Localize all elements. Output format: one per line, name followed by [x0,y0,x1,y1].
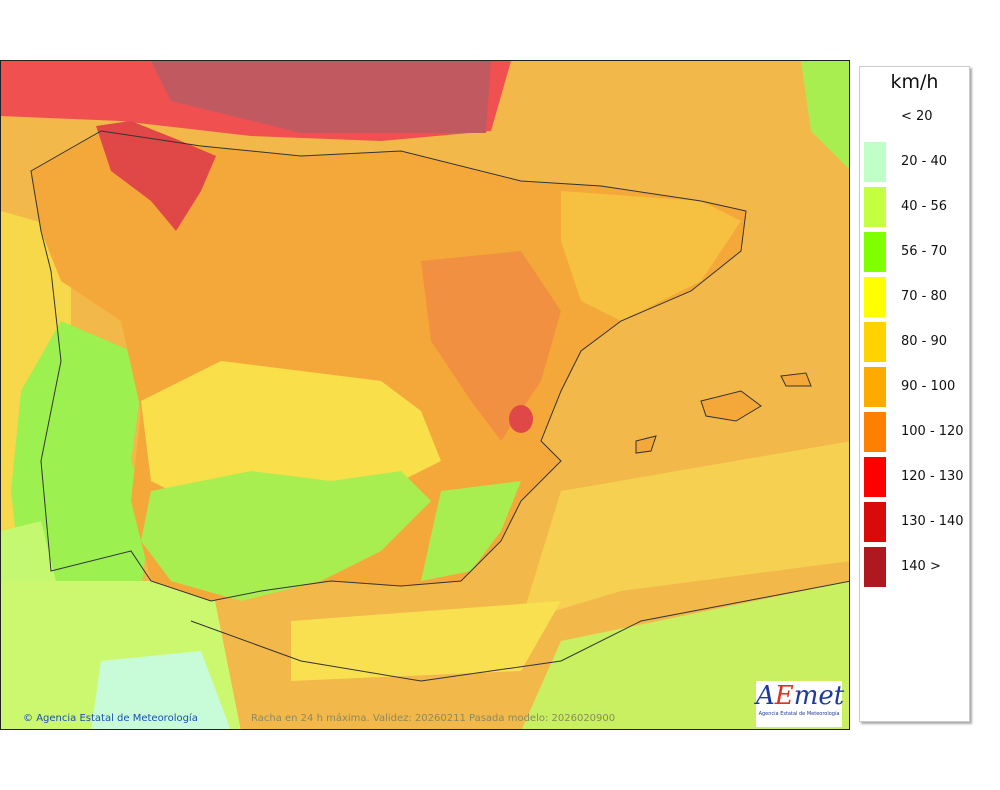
legend: km/h < 20 20 - 40 40 - 56 56 - 70 70 - 80 80 … [859,66,970,722]
legend-swatch [864,367,886,407]
africa-coast [190,580,849,682]
gust-zone-20-40 [91,651,231,729]
legend-swatch [864,277,886,317]
legend-item: 130 - 140 [864,502,964,542]
legend-label: 56 - 70 [901,244,948,259]
map-canvas [1,61,849,729]
legend-item: 56 - 70 [864,232,964,272]
legend-label: 120 - 130 [901,469,964,484]
legend-item: 70 - 80 [864,277,964,317]
gust-zone-catalonia [561,191,741,321]
legend-swatch [864,502,886,542]
legend-swatch [864,412,886,452]
legend-swatch [864,187,886,227]
ibiza [635,435,657,454]
gust-zone-east-orange [421,251,561,441]
gust-zone-green [11,321,151,591]
legend-swatch [864,142,886,182]
legend-swatch [864,547,886,587]
legend-label: 70 - 80 [901,289,948,304]
legend-label: 20 - 40 [901,154,948,169]
legend-item: 90 - 100 [864,367,964,407]
legend-item: 120 - 130 [864,457,964,497]
mallorca [700,390,762,422]
gust-zone-ne-green [801,61,849,169]
gust-zone-central-yellow [141,361,441,501]
gust-zone-alboran [291,601,561,681]
legend-label: 130 - 140 [901,514,964,529]
legend-swatch [864,457,886,497]
legend-title: km/h [890,71,939,93]
legend-item: 100 - 120 [864,412,964,452]
gust-zone-galicia-red [96,121,216,231]
legend-item: < 20 [864,97,964,137]
legend-label: < 20 [901,109,933,124]
wind-gust-map: © Agencia Estatal de Meteorología Racha … [0,60,850,730]
gust-zone-andalusia [141,471,431,601]
menorca [780,372,812,387]
credit-text: © Agencia Estatal de Meteorología [23,713,198,724]
legend-item: 20 - 40 [864,142,964,182]
gust-zone-murcia [421,481,521,581]
legend-item: 140 > [864,547,964,587]
map-caption: Racha en 24 h máxima. Validez: 20260211 … [251,713,616,724]
legend-item: 80 - 90 [864,322,964,362]
aemet-logo: AEmet Agencia Estatal de Meteorología [756,681,844,727]
coastline [30,130,747,602]
legend-label: 80 - 90 [901,334,948,349]
legend-label: 140 > [901,559,941,574]
legend-label: 100 - 120 [901,424,964,439]
gust-zone-valencia-red [509,405,533,433]
legend-label: 40 - 56 [901,199,948,214]
legend-label: 90 - 100 [901,379,956,394]
gust-zone-140 [151,61,491,133]
legend-item: 40 - 56 [864,187,964,227]
legend-swatch [864,322,886,362]
gust-zone-med [521,441,849,621]
legend-swatch [864,232,886,272]
